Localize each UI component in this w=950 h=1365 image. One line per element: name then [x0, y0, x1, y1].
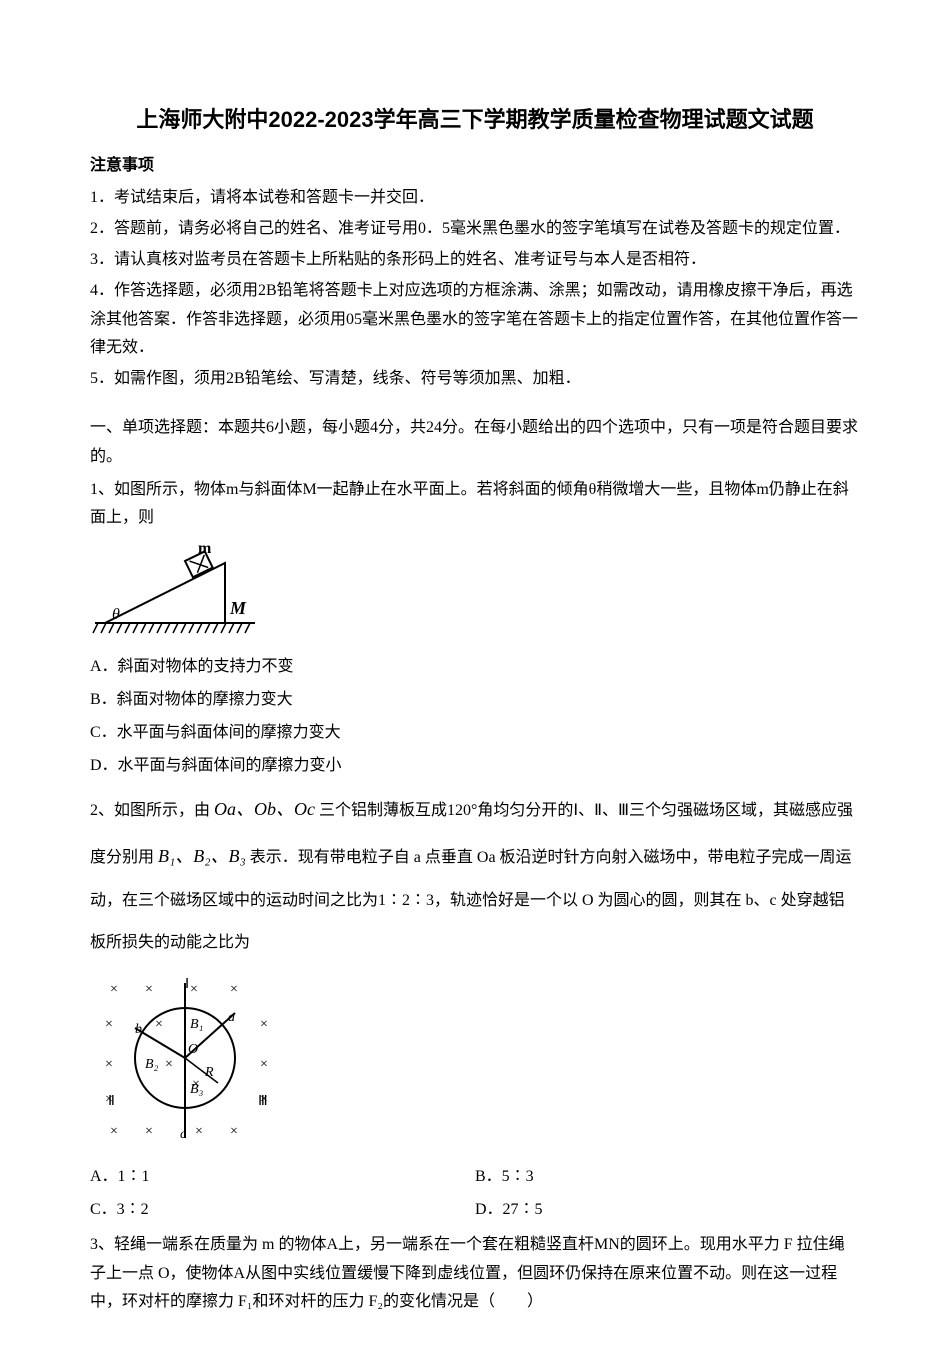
notice-item: 2．答题前，请务必将自己的姓名、准考证号用0．5毫米黑色墨水的签字笔填写在试卷及…	[90, 215, 860, 244]
svg-text:×: ×	[195, 1124, 203, 1139]
svg-text:Ⅰ: Ⅰ	[185, 977, 189, 992]
q2-vars1: Oa、Ob、Oc	[214, 799, 315, 819]
exam-title: 上海师大附中2022-2023学年高三下学期教学质量检查物理试题文试题	[90, 100, 860, 140]
question-3: 3、轻绳一端系在质量为 m 的物体A上，另一端系在一个套在粗糙竖直杆MN的圆环上…	[90, 1231, 860, 1317]
svg-text:×: ×	[105, 1017, 113, 1032]
svg-text:×: ×	[105, 1057, 113, 1072]
option-c: C．3∶2	[90, 1196, 475, 1225]
svg-text:a: a	[228, 1010, 235, 1025]
svg-text:×: ×	[145, 1124, 153, 1139]
question-1-options: A．斜面对物体的支持力不变 B．斜面对物体的摩擦力变大 C．水平面与斜面体间的摩…	[90, 653, 860, 780]
question-2-figure: ×××× ×× ×× ×× ×××× ××× Ⅰ Ⅱ Ⅲ O R a b c B…	[90, 973, 860, 1153]
svg-text:b: b	[135, 1022, 142, 1037]
notice-header: 注意事项	[90, 152, 860, 181]
question-2-text: 2、如图所示，由 Oa、Ob、Oc 三个铝制薄板互成120°角均匀分开的Ⅰ、Ⅱ、…	[90, 786, 860, 963]
svg-text:Ⅲ: Ⅲ	[258, 1094, 268, 1109]
svg-text:B₂: B₂	[145, 1057, 159, 1072]
notice-item: 5．如需作图，须用2B铅笔绘、写清楚，线条、符号等须加黑、加粗．	[90, 365, 860, 394]
svg-text:×: ×	[230, 1124, 238, 1139]
question-2-options: A．1∶1 B．5∶3 C．3∶2 D．27∶5	[90, 1163, 860, 1225]
svg-text:R: R	[204, 1065, 214, 1080]
M-label: M	[229, 598, 247, 618]
notice-item: 1．考试结束后，请将本试卷和答题卡一并交回．	[90, 184, 860, 213]
option-d: D．水平面与斜面体间的摩擦力变小	[90, 752, 860, 781]
notice-section: 注意事项 1．考试结束后，请将本试卷和答题卡一并交回． 2．答题前，请务必将自己…	[90, 152, 860, 394]
question-1: 1、如图所示，物体m与斜面体M一起静止在水平面上。若将斜面的倾角θ稍微增大一些，…	[90, 476, 860, 781]
option-b: B．斜面对物体的摩擦力变大	[90, 686, 860, 715]
svg-text:×: ×	[110, 982, 118, 997]
section-1-intro: 一、单项选择题：本题共6小题，每小题4分，共24分。在每小题给出的四个选项中，只…	[90, 414, 860, 472]
svg-text:×: ×	[230, 982, 238, 997]
svg-text:×: ×	[145, 982, 153, 997]
m-label: m	[198, 543, 212, 557]
svg-text:Ⅱ: Ⅱ	[108, 1094, 115, 1109]
notice-item: 3．请认真核对监考员在答题卡上所粘贴的条形码上的姓名、准考证号与本人是否相符．	[90, 246, 860, 275]
svg-text:×: ×	[260, 1057, 268, 1072]
svg-text:O: O	[188, 1042, 198, 1057]
svg-text:×: ×	[260, 1017, 268, 1032]
option-a: A．斜面对物体的支持力不变	[90, 653, 860, 682]
question-3-text: 3、轻绳一端系在质量为 m 的物体A上，另一端系在一个套在粗糙竖直杆MN的圆环上…	[90, 1231, 860, 1317]
question-2: 2、如图所示，由 Oa、Ob、Oc 三个铝制薄板互成120°角均匀分开的Ⅰ、Ⅱ、…	[90, 786, 860, 1224]
svg-text:×: ×	[155, 1017, 163, 1032]
theta-label: θ	[112, 606, 120, 623]
q2-text-part1: 2、如图所示，由	[90, 802, 210, 819]
notice-item: 4．作答选择题，必须用2B铅笔将答题卡上对应选项的方框涂满、涂黑；如需改动，请用…	[90, 277, 860, 363]
svg-text:×: ×	[110, 1124, 118, 1139]
svg-text:c: c	[180, 1127, 187, 1142]
svg-text:×: ×	[165, 1057, 173, 1072]
option-b: B．5∶3	[475, 1163, 860, 1192]
svg-text:×: ×	[190, 982, 198, 997]
svg-text:B₁: B₁	[190, 1017, 203, 1032]
svg-text:B₃: B₃	[190, 1082, 204, 1097]
question-1-text: 1、如图所示，物体m与斜面体M一起静止在水平面上。若将斜面的倾角θ稍微增大一些，…	[90, 476, 860, 534]
option-d: D．27∶5	[475, 1196, 860, 1225]
option-c: C．水平面与斜面体间的摩擦力变大	[90, 719, 860, 748]
question-1-figure: θ m M	[90, 543, 860, 643]
q2-vars2: B₁、B₂、B₃	[158, 846, 246, 866]
option-a: A．1∶1	[90, 1163, 475, 1192]
